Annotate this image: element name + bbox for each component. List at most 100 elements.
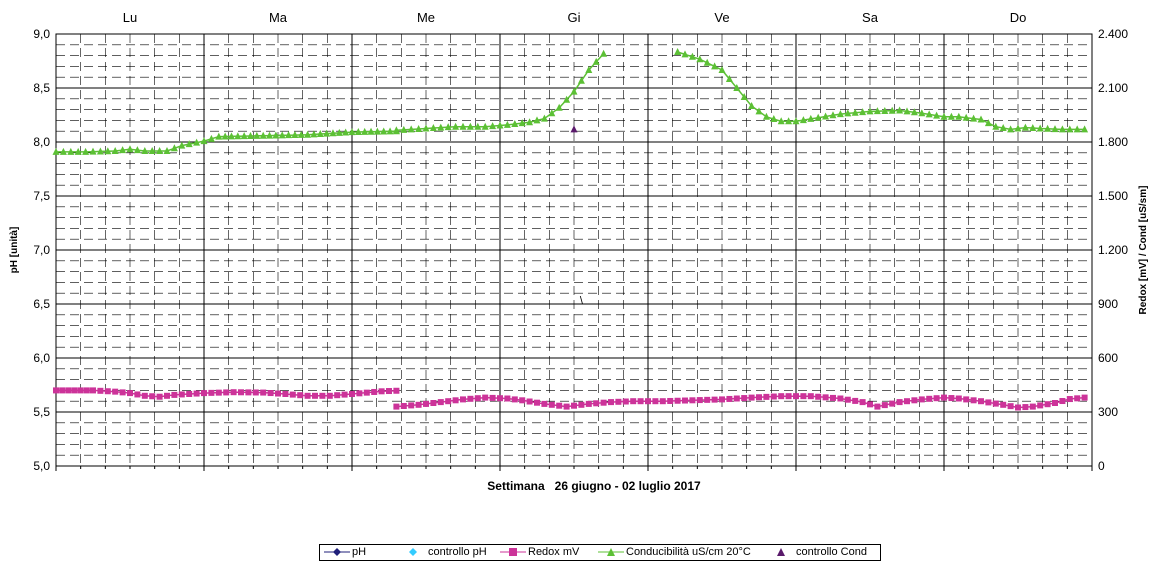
data-point-conducibilit-us-cm-20-c — [999, 124, 1007, 132]
data-point-conducibilit-us-cm-20-c — [688, 52, 696, 60]
y-left-tick-label: 7,0 — [33, 243, 50, 257]
data-point-redox-mv — [201, 390, 207, 397]
data-point-redox-mv — [1037, 402, 1044, 409]
data-point-redox-mv — [585, 400, 592, 407]
data-point-redox-mv — [978, 398, 984, 405]
data-point-conducibilit-us-cm-20-c — [207, 134, 215, 142]
legend-marker-conducibilita — [598, 548, 624, 556]
data-point-redox-mv — [97, 387, 104, 394]
data-point-redox-mv — [245, 389, 252, 396]
legend-label-redox: Redox mV — [528, 546, 580, 558]
data-point-conducibilit-us-cm-20-c — [674, 48, 682, 55]
data-point-conducibilit-us-cm-20-c — [873, 107, 881, 115]
data-point-redox-mv — [748, 394, 755, 401]
data-point-redox-mv — [652, 398, 659, 405]
data-point-conducibilit-us-cm-20-c — [481, 122, 489, 130]
data-point-redox-mv — [534, 399, 540, 406]
data-point-conducibilit-us-cm-20-c — [111, 147, 119, 154]
data-point-conducibilit-us-cm-20-c — [984, 119, 992, 127]
data-point-conducibilit-us-cm-20-c — [221, 132, 229, 140]
data-point-redox-mv — [659, 398, 666, 405]
data-point-redox-mv — [822, 394, 829, 401]
data-point-redox-mv — [926, 395, 933, 402]
y-right-tick-label: 2.100 — [1098, 81, 1128, 95]
data-point-conducibilit-us-cm-20-c — [755, 107, 763, 115]
data-point-conducibilit-us-cm-20-c — [970, 114, 978, 122]
data-point-conducibilit-us-cm-20-c — [386, 127, 394, 135]
data-point-redox-mv — [304, 392, 311, 399]
data-point-conducibilit-us-cm-20-c — [459, 122, 467, 130]
data-point-conducibilit-us-cm-20-c — [380, 127, 388, 135]
data-point-redox-mv — [733, 395, 740, 402]
data-point-conducibilit-us-cm-20-c — [814, 113, 822, 121]
data-point-redox-mv — [356, 390, 363, 397]
data-point-conducibilit-us-cm-20-c — [163, 147, 171, 154]
data-point-controllo-cond — [570, 125, 578, 133]
data-point-redox-mv — [615, 398, 622, 405]
data-point-conducibilit-us-cm-20-c — [156, 147, 164, 154]
data-point-redox-mv — [71, 387, 78, 394]
data-point-conducibilit-us-cm-20-c — [977, 115, 985, 123]
data-point-conducibilit-us-cm-20-c — [577, 76, 585, 84]
data-point-redox-mv — [223, 389, 230, 396]
data-point-conducibilit-us-cm-20-c — [329, 129, 337, 137]
data-point-redox-mv — [437, 399, 444, 406]
data-point-conducibilit-us-cm-20-c — [178, 141, 186, 149]
data-point-conducibilit-us-cm-20-c — [215, 132, 223, 140]
data-point-redox-mv — [593, 400, 600, 407]
data-point-redox-mv — [349, 391, 355, 397]
legend-item-controllo-ph: controllo pH — [400, 546, 487, 558]
data-point-conducibilit-us-cm-20-c — [725, 75, 733, 82]
data-point-conducibilit-us-cm-20-c — [511, 120, 519, 127]
data-point-conducibilit-us-cm-20-c — [1073, 125, 1081, 133]
data-point-conducibilit-us-cm-20-c — [844, 109, 852, 117]
data-point-redox-mv — [104, 388, 111, 395]
data-point-redox-mv — [1059, 398, 1066, 405]
data-point-redox-mv — [948, 395, 955, 402]
data-point-conducibilit-us-cm-20-c — [67, 147, 75, 155]
data-point-redox-mv — [881, 402, 888, 409]
data-point-redox-mv — [326, 392, 333, 399]
y-right-tick-label: 600 — [1098, 351, 1118, 365]
data-point-redox-mv — [963, 396, 970, 403]
data-point-redox-mv — [77, 387, 84, 394]
data-point-redox-mv — [141, 392, 148, 399]
data-point-conducibilit-us-cm-20-c — [1081, 125, 1089, 133]
data-point-conducibilit-us-cm-20-c — [585, 66, 593, 73]
data-point-conducibilit-us-cm-20-c — [1007, 125, 1015, 133]
data-point-conducibilit-us-cm-20-c — [323, 129, 331, 137]
data-point-redox-mv — [149, 393, 156, 400]
data-point-redox-mv — [563, 403, 570, 410]
y-right-tick-label: 900 — [1098, 297, 1118, 311]
data-point-conducibilit-us-cm-20-c — [361, 127, 369, 135]
data-point-redox-mv — [541, 400, 548, 407]
data-point-conducibilit-us-cm-20-c — [925, 110, 933, 118]
data-point-conducibilit-us-cm-20-c — [940, 112, 948, 120]
data-point-redox-mv — [896, 399, 903, 406]
data-point-conducibilit-us-cm-20-c — [253, 131, 261, 139]
data-point-redox-mv — [1015, 404, 1021, 411]
data-point-conducibilit-us-cm-20-c — [570, 87, 578, 95]
data-point-conducibilit-us-cm-20-c — [503, 120, 511, 128]
data-point-redox-mv — [933, 395, 940, 402]
data-point-redox-mv — [1066, 396, 1073, 403]
data-point-conducibilit-us-cm-20-c — [89, 147, 97, 155]
data-point-conducibilit-us-cm-20-c — [563, 95, 571, 103]
day-label: Lu — [123, 10, 137, 25]
legend-marker-ph — [324, 548, 350, 556]
y-right-tick-label: 1.800 — [1098, 135, 1128, 149]
data-point-redox-mv — [497, 395, 503, 402]
data-point-conducibilit-us-cm-20-c — [1036, 124, 1044, 132]
data-point-conducibilit-us-cm-20-c — [82, 147, 90, 155]
data-point-redox-mv — [371, 388, 378, 395]
data-point-conducibilit-us-cm-20-c — [266, 131, 274, 139]
data-point-redox-mv — [445, 398, 452, 405]
data-point-redox-mv — [415, 401, 422, 408]
data-point-redox-mv — [807, 393, 814, 400]
data-point-redox-mv — [726, 395, 733, 402]
data-point-redox-mv — [763, 393, 770, 400]
data-point-redox-mv — [667, 397, 674, 404]
data-point-conducibilit-us-cm-20-c — [822, 112, 830, 120]
data-point-redox-mv — [785, 393, 792, 400]
data-point-redox-mv — [341, 391, 348, 398]
